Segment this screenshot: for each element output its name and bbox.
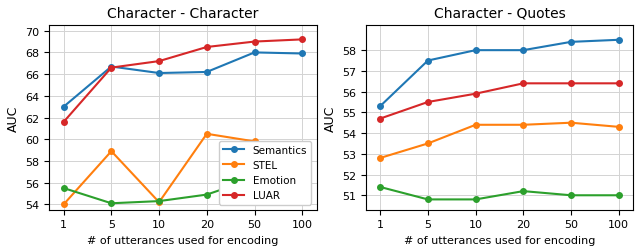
Emotion bbox=[108, 202, 115, 205]
STEL bbox=[376, 157, 384, 160]
Semantics bbox=[424, 60, 432, 63]
LUAR bbox=[424, 101, 432, 104]
Semantics bbox=[472, 49, 479, 52]
Emotion bbox=[424, 198, 432, 201]
Emotion bbox=[156, 200, 163, 203]
LUAR bbox=[376, 118, 384, 121]
Emotion bbox=[567, 194, 575, 197]
STEL bbox=[567, 122, 575, 125]
LUAR bbox=[472, 93, 479, 96]
Emotion bbox=[520, 190, 527, 193]
Semantics bbox=[60, 106, 67, 109]
STEL bbox=[298, 154, 306, 158]
Emotion bbox=[298, 179, 306, 182]
X-axis label: # of utterances used for encoding: # of utterances used for encoding bbox=[404, 235, 595, 245]
Line: Emotion: Emotion bbox=[61, 176, 305, 206]
STEL bbox=[615, 126, 623, 129]
Emotion bbox=[472, 198, 479, 201]
Line: Semantics: Semantics bbox=[378, 38, 621, 109]
LUAR bbox=[203, 46, 211, 49]
Semantics bbox=[520, 49, 527, 52]
STEL bbox=[424, 142, 432, 145]
STEL bbox=[520, 124, 527, 127]
Y-axis label: AUC: AUC bbox=[323, 105, 337, 131]
LUAR bbox=[60, 121, 67, 124]
Line: STEL: STEL bbox=[61, 132, 305, 207]
STEL bbox=[108, 150, 115, 153]
Emotion bbox=[251, 177, 259, 180]
LUAR bbox=[567, 82, 575, 85]
Emotion bbox=[60, 187, 67, 190]
LUAR bbox=[251, 41, 259, 44]
Line: Semantics: Semantics bbox=[61, 50, 305, 110]
Y-axis label: AUC: AUC bbox=[7, 105, 20, 131]
Semantics bbox=[203, 71, 211, 74]
LUAR bbox=[156, 60, 163, 63]
Line: LUAR: LUAR bbox=[61, 38, 305, 125]
Emotion bbox=[615, 194, 623, 197]
Semantics bbox=[108, 66, 115, 69]
Line: LUAR: LUAR bbox=[378, 81, 621, 122]
Line: Emotion: Emotion bbox=[378, 184, 621, 202]
STEL bbox=[60, 203, 67, 206]
Emotion bbox=[376, 186, 384, 189]
Semantics bbox=[298, 53, 306, 56]
X-axis label: # of utterances used for encoding: # of utterances used for encoding bbox=[87, 235, 278, 245]
LUAR bbox=[615, 82, 623, 85]
Semantics bbox=[567, 41, 575, 44]
Emotion bbox=[203, 193, 211, 196]
Semantics bbox=[376, 105, 384, 108]
STEL bbox=[472, 124, 479, 127]
STEL bbox=[156, 201, 163, 204]
STEL bbox=[251, 140, 259, 143]
LUAR bbox=[108, 67, 115, 70]
LUAR bbox=[298, 39, 306, 42]
Semantics bbox=[156, 72, 163, 75]
Semantics bbox=[615, 39, 623, 42]
Line: STEL: STEL bbox=[378, 120, 621, 161]
LUAR bbox=[520, 82, 527, 85]
Semantics bbox=[251, 52, 259, 55]
Title: Character - Quotes: Character - Quotes bbox=[433, 7, 565, 21]
STEL bbox=[203, 133, 211, 136]
Title: Character - Character: Character - Character bbox=[108, 7, 259, 21]
Legend: Semantics, STEL, Emotion, LUAR: Semantics, STEL, Emotion, LUAR bbox=[220, 141, 311, 205]
